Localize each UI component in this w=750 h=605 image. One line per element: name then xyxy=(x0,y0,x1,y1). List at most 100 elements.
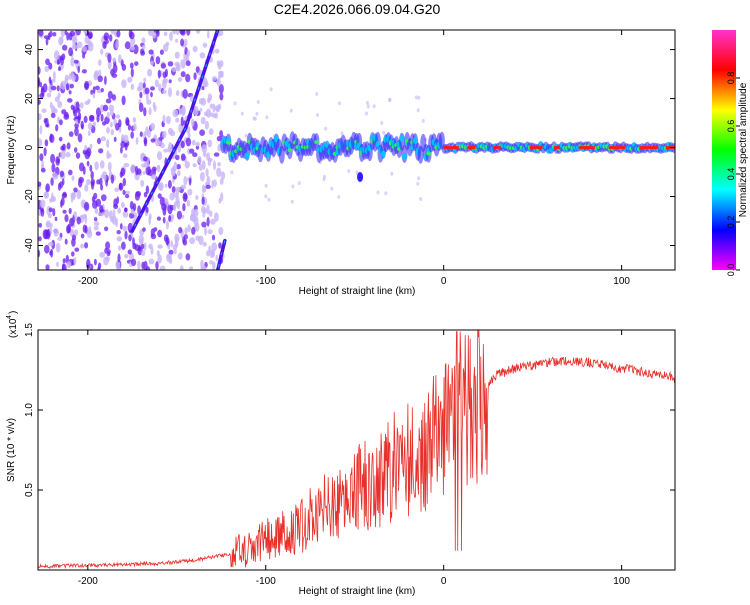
noise-blob xyxy=(130,68,134,78)
noise-blob xyxy=(202,241,207,247)
y-tick-label: 20 xyxy=(24,93,35,105)
noise-blob xyxy=(77,115,81,124)
snr-scale-close: ) xyxy=(8,311,19,314)
noise-blob xyxy=(218,197,222,204)
noise-speck xyxy=(382,130,386,135)
noise-speck xyxy=(372,104,376,109)
noise-blob xyxy=(43,191,50,199)
noise-blob xyxy=(201,184,206,194)
noise-blob xyxy=(54,216,58,221)
noise-blob xyxy=(117,245,122,251)
noise-blob xyxy=(158,83,162,92)
noise-blob xyxy=(130,131,134,139)
noise-blob xyxy=(166,253,171,263)
noise-blob xyxy=(56,85,60,92)
noise-blob xyxy=(195,141,200,147)
noise-blob xyxy=(139,131,143,137)
noise-blob xyxy=(68,169,73,176)
noise-blob xyxy=(133,123,137,131)
noise-blob xyxy=(124,253,129,259)
noise-blob xyxy=(202,42,208,48)
x-tick-label: -200 xyxy=(78,576,98,587)
noise-blob xyxy=(82,224,87,233)
noise-blob xyxy=(45,222,51,228)
noise-blob xyxy=(180,30,186,36)
noise-blob xyxy=(75,152,81,159)
noise-blob xyxy=(183,176,188,186)
y-tick-label: 0.5 xyxy=(24,483,35,497)
noise-blob xyxy=(57,182,62,191)
noise-blob xyxy=(176,164,181,170)
noise-blob xyxy=(220,171,226,181)
noise-blob xyxy=(66,225,71,234)
noise-blob xyxy=(160,63,167,69)
noise-blob xyxy=(144,87,150,95)
noise-speck xyxy=(264,183,268,188)
band-blob xyxy=(287,148,293,153)
noise-blob xyxy=(175,30,180,36)
noise-blob xyxy=(148,213,152,220)
noise-blob xyxy=(50,248,54,258)
noise-blob xyxy=(211,234,216,241)
noise-blob xyxy=(73,187,78,193)
snr-series-line xyxy=(38,330,675,570)
colorbar-gradient xyxy=(712,30,736,270)
noise-blob xyxy=(129,46,135,51)
noise-blob xyxy=(211,180,214,189)
noise-blob xyxy=(143,156,148,162)
noise-blob xyxy=(148,49,154,55)
noise-blob xyxy=(61,192,68,199)
noise-blob xyxy=(128,234,132,242)
noise-blob xyxy=(120,146,123,154)
noise-blob xyxy=(212,76,217,81)
noise-blob xyxy=(180,106,186,117)
noise-blob xyxy=(133,44,139,55)
noise-blob xyxy=(109,34,113,42)
noise-blob xyxy=(107,53,112,63)
noise-blob xyxy=(76,41,83,49)
noise-speck xyxy=(244,133,248,138)
noise-blob xyxy=(200,97,207,106)
noise-blob xyxy=(99,160,105,169)
noise-blob xyxy=(145,206,149,214)
noise-blob xyxy=(147,169,154,177)
x-tick-label: 100 xyxy=(613,576,630,587)
noise-blob xyxy=(201,85,205,91)
noise-blob xyxy=(150,228,155,237)
noise-blob xyxy=(57,92,61,99)
noise-blob xyxy=(49,134,55,143)
noise-blob xyxy=(186,30,191,36)
noise-blob xyxy=(218,84,224,94)
noise-blob xyxy=(164,68,168,78)
noise-blob xyxy=(219,60,224,68)
noise-blob xyxy=(49,101,53,109)
noise-blob xyxy=(65,151,71,158)
noise-blob xyxy=(71,44,78,50)
noise-speck xyxy=(390,171,394,176)
noise-blob xyxy=(151,174,157,180)
noise-blob xyxy=(51,192,54,202)
noise-blob xyxy=(159,49,164,55)
noise-blob xyxy=(75,30,81,36)
snr-scale-base: (x10 xyxy=(8,318,19,338)
noise-region xyxy=(38,30,226,270)
noise-blob xyxy=(112,209,116,218)
noise-blob xyxy=(97,137,101,145)
noise-blob xyxy=(97,75,103,83)
noise-blob xyxy=(184,227,188,235)
noise-blob xyxy=(84,82,89,89)
noise-blob xyxy=(180,38,185,47)
noise-blob xyxy=(58,66,61,71)
noise-blob xyxy=(44,65,49,72)
noise-blob xyxy=(86,179,91,186)
noise-blob xyxy=(117,207,122,214)
noise-blob xyxy=(191,118,195,127)
noise-blob xyxy=(151,166,157,172)
noise-blob xyxy=(52,208,56,217)
noise-blob xyxy=(210,218,216,225)
y-tick-label: 0 xyxy=(24,144,35,150)
noise-blob xyxy=(78,178,83,188)
noise-blob xyxy=(162,216,166,224)
noise-blob xyxy=(158,183,163,191)
noise-blob xyxy=(122,210,129,218)
